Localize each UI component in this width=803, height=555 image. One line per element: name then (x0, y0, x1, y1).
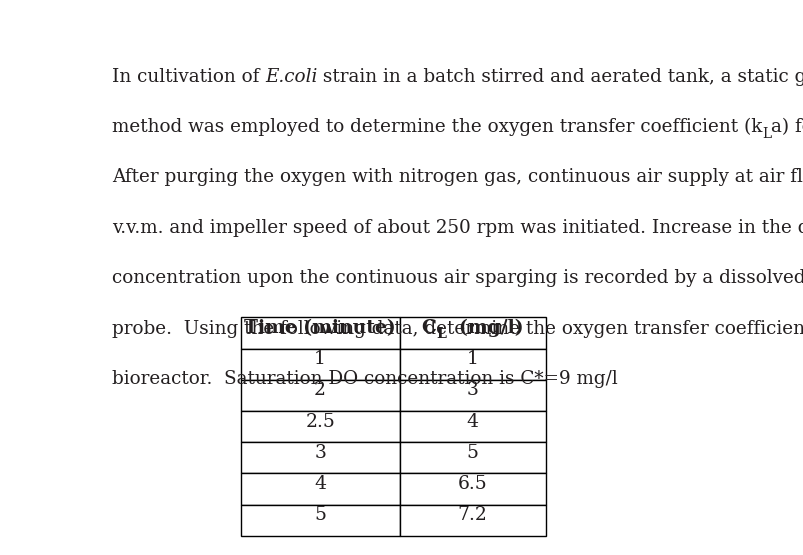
Text: 6.5: 6.5 (458, 475, 487, 493)
Text: L: L (436, 327, 446, 341)
Bar (240, 316, 399, 349)
Text: v.v.m. and impeller speed of about 250 rpm was initiated. Increase in the dissol: v.v.m. and impeller speed of about 250 r… (112, 219, 803, 237)
Text: 5: 5 (467, 444, 479, 462)
Bar (240, 473, 399, 504)
Bar (399, 504, 545, 536)
Text: 4: 4 (314, 475, 326, 493)
Bar (399, 380, 545, 411)
Text: 1: 1 (314, 350, 326, 369)
Bar (399, 316, 545, 349)
Text: a) for the bioreactor.: a) for the bioreactor. (770, 118, 803, 136)
Bar (240, 380, 399, 411)
Text: 2: 2 (314, 381, 326, 400)
Text: method was employed to determine the oxygen transfer coefficient (k: method was employed to determine the oxy… (112, 118, 761, 136)
Text: 2.5: 2.5 (305, 412, 335, 431)
Text: Time (minute): Time (minute) (244, 319, 395, 337)
Text: 1: 1 (467, 350, 478, 369)
Bar (399, 473, 545, 504)
Text: 4: 4 (467, 412, 479, 431)
Text: 3: 3 (467, 381, 478, 400)
Bar (240, 442, 399, 473)
Text: C: C (421, 319, 436, 337)
Text: bioreactor.  Saturation DO concentration is C*=9 mg/l: bioreactor. Saturation DO concentration … (112, 370, 617, 388)
Text: After purging the oxygen with nitrogen gas, continuous air supply at air flow ra: After purging the oxygen with nitrogen g… (112, 168, 803, 186)
Text: (mg/l): (mg/l) (446, 319, 524, 337)
Text: 7.2: 7.2 (457, 506, 487, 524)
Bar (399, 349, 545, 380)
Text: strain in a batch stirred and aerated tank, a static gassing out technique: strain in a batch stirred and aerated ta… (317, 68, 803, 85)
Text: L: L (761, 127, 770, 141)
Text: concentration upon the continuous air sparging is recorded by a dissolved oxygen: concentration upon the continuous air sp… (112, 269, 803, 287)
Bar (240, 504, 399, 536)
Bar (399, 442, 545, 473)
Bar (399, 411, 545, 442)
Text: probe.  Using the following data, determine the oxygen transfer coefficient (k: probe. Using the following data, determi… (112, 320, 803, 337)
Bar (240, 411, 399, 442)
Text: E.coli: E.coli (265, 68, 317, 85)
Bar (240, 349, 399, 380)
Text: 5: 5 (314, 506, 326, 524)
Text: 3: 3 (314, 444, 326, 462)
Text: In cultivation of: In cultivation of (112, 68, 265, 85)
